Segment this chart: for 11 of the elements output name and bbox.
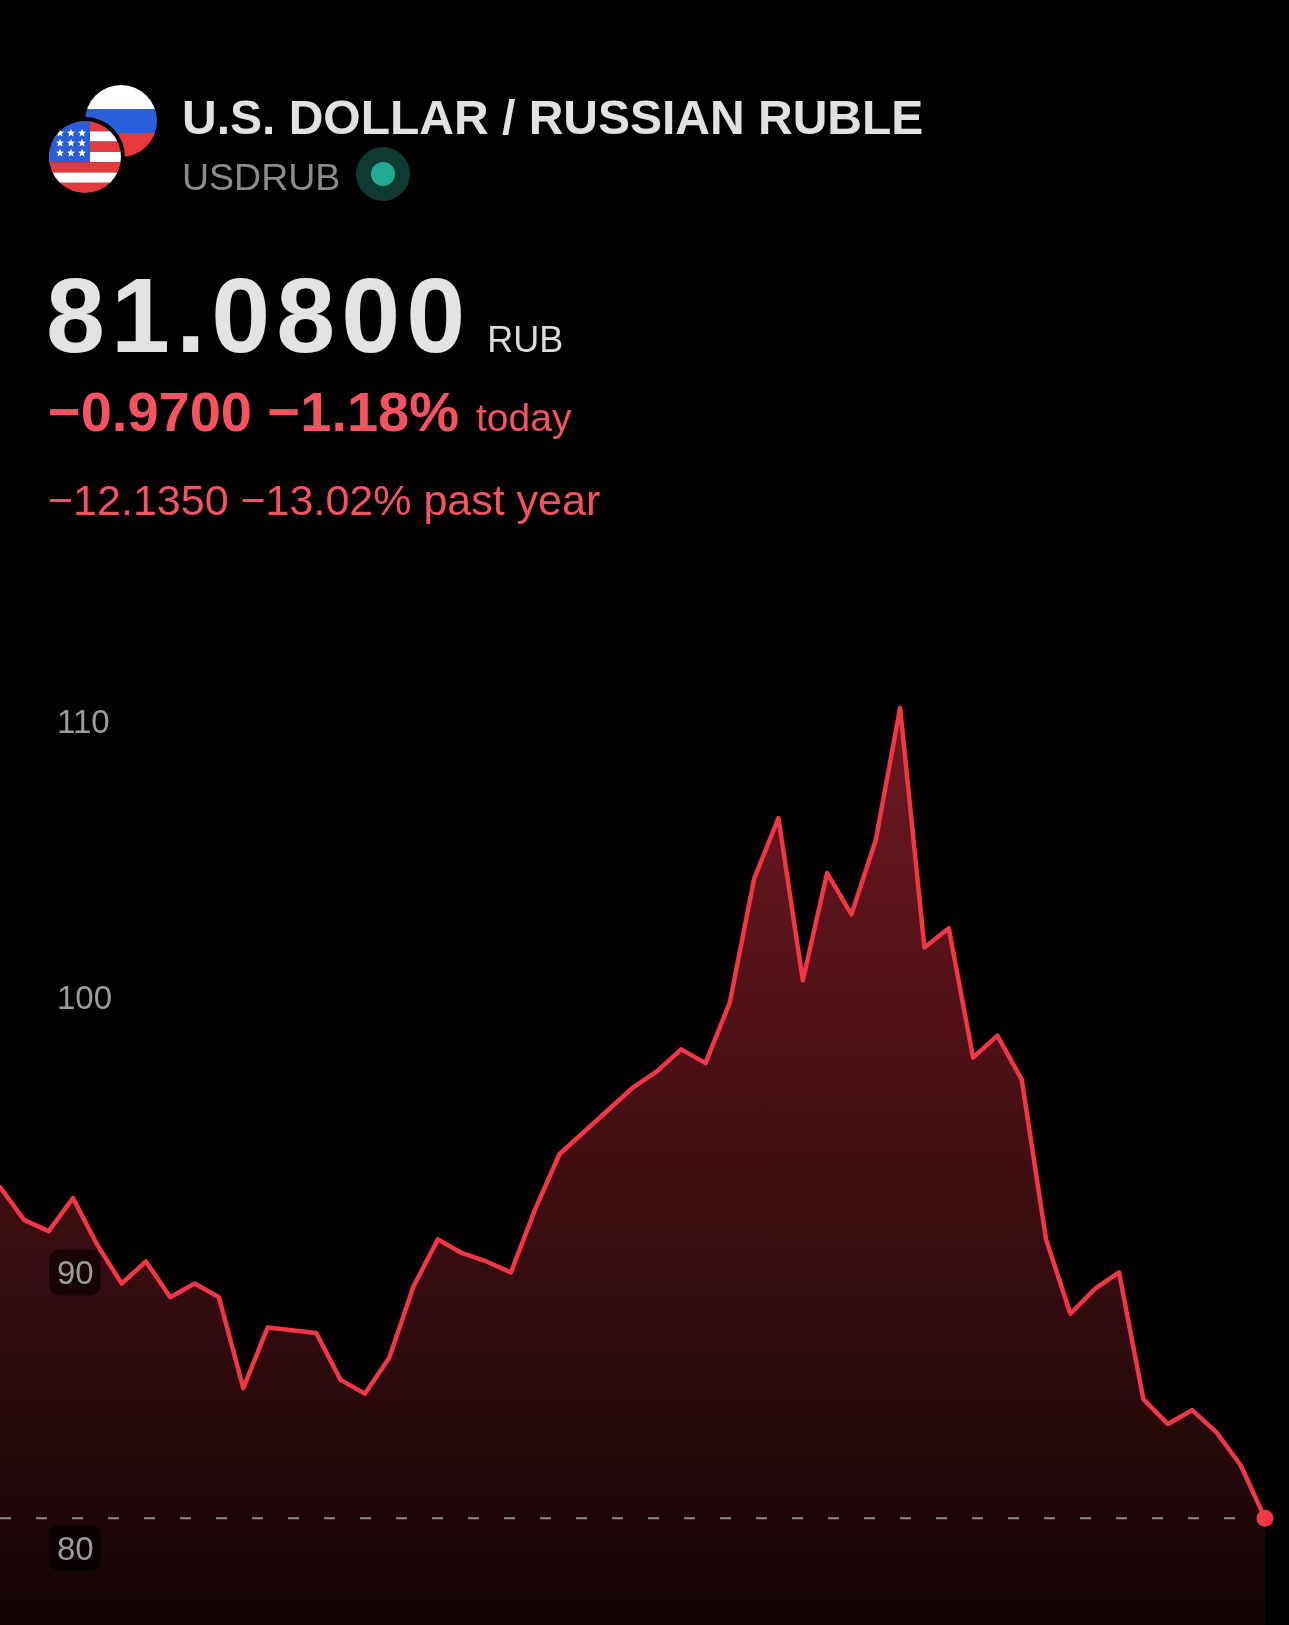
text: U.S. DOLLAR / RUSSIAN RUBLE — [182, 91, 924, 145]
y-tick-label: 80 — [57, 1529, 94, 1567]
y-tick-label: 90 — [57, 1254, 94, 1292]
text: USDRUB — [182, 156, 341, 198]
y-tick-label: 100 — [57, 978, 113, 1016]
annotation: RUB — [487, 319, 564, 361]
annotation: −12.1350 −13.02% past year — [48, 475, 601, 524]
annotation: −0.9700 −1.18% — [48, 379, 460, 443]
y-tick-label: 110 — [57, 703, 110, 741]
annotation: today — [476, 395, 572, 439]
annotation: 81.0800 — [46, 256, 472, 375]
